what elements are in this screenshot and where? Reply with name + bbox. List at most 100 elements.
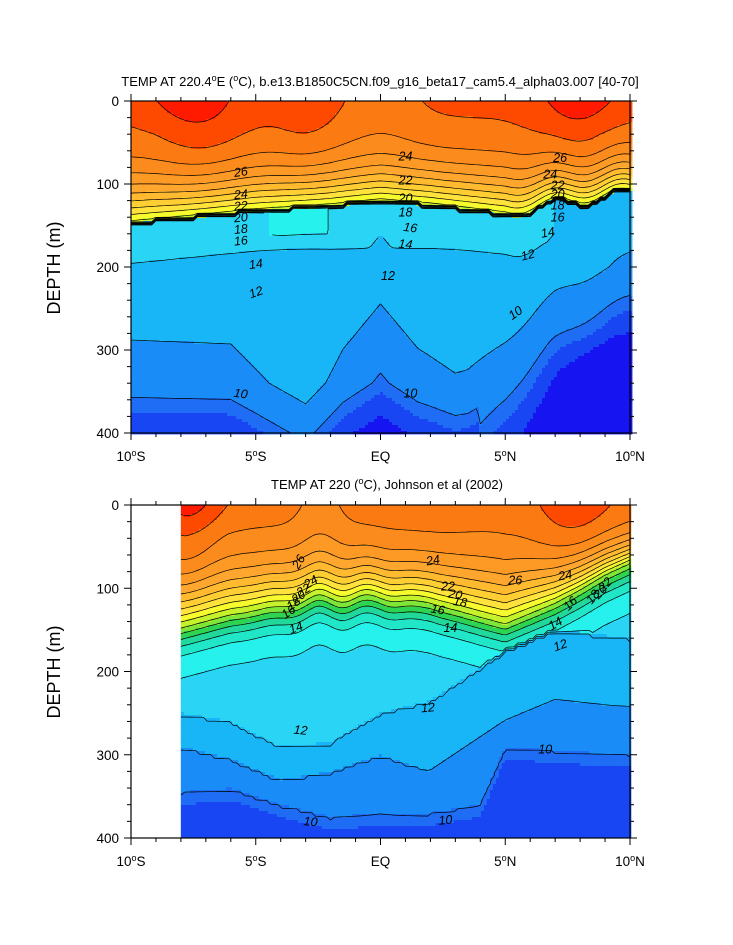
- field-cell: [380, 110, 383, 113]
- field-cell: [278, 155, 281, 158]
- field-cell: [386, 140, 389, 143]
- field-cell: [254, 119, 257, 122]
- field-cell: [143, 107, 146, 110]
- field-cell: [329, 125, 332, 128]
- field-cell: [575, 137, 578, 140]
- field-cell: [371, 104, 374, 107]
- field-cell: [548, 122, 551, 125]
- field-cell: [278, 110, 281, 113]
- field-cell: [233, 152, 236, 155]
- field-cell: [290, 146, 293, 149]
- field-cell: [461, 134, 464, 137]
- field-cell: [365, 143, 368, 146]
- field-cell: [578, 158, 581, 161]
- field-cell: [296, 164, 299, 167]
- field-cell: [473, 146, 476, 149]
- field-cell: [224, 149, 227, 152]
- field-cell: [146, 104, 149, 107]
- field-cell: [437, 125, 440, 128]
- field-cell: [326, 152, 329, 155]
- field-cell: [266, 119, 269, 122]
- field-cell: [224, 146, 227, 149]
- field-cell: [344, 128, 347, 131]
- field-cell: [401, 143, 404, 146]
- field-cell: [134, 149, 137, 152]
- field-cell: [161, 107, 164, 110]
- field-cell: [371, 140, 374, 143]
- field-cell: [431, 119, 434, 122]
- field-cell: [443, 122, 446, 125]
- field-cell: [509, 149, 512, 152]
- field-cell: [485, 110, 488, 113]
- field-cell: [506, 122, 509, 125]
- field-cell: [431, 149, 434, 152]
- field-cell: [617, 113, 620, 116]
- field-cell: [158, 110, 161, 113]
- field-cell: [521, 158, 524, 161]
- field-cell: [494, 107, 497, 110]
- field-cell: [326, 131, 329, 134]
- field-cell: [428, 125, 431, 128]
- field-cell: [602, 116, 605, 119]
- field-cell: [437, 143, 440, 146]
- field-cell: [377, 122, 380, 125]
- field-cell: [344, 125, 347, 128]
- field-cell: [134, 152, 137, 155]
- field-cell: [227, 164, 230, 167]
- field-cell: [488, 113, 491, 116]
- field-cell: [413, 113, 416, 116]
- field-cell: [332, 143, 335, 146]
- field-cell: [605, 134, 608, 137]
- field-cell: [311, 104, 314, 107]
- field-cell: [623, 119, 626, 122]
- field-cell: [464, 131, 467, 134]
- field-cell: [497, 143, 500, 146]
- field-cell: [611, 134, 614, 137]
- field-cell: [245, 113, 248, 116]
- field-cell: [308, 140, 311, 143]
- field-cell: [620, 104, 623, 107]
- field-cell: [212, 119, 215, 122]
- field-cell: [398, 116, 401, 119]
- field-cell: [350, 110, 353, 113]
- field-cell: [167, 164, 170, 167]
- field-cell: [293, 119, 296, 122]
- field-cell: [338, 155, 341, 158]
- field-cell: [284, 110, 287, 113]
- field-cell: [569, 104, 572, 107]
- field-cell: [587, 131, 590, 134]
- field-cell: [242, 128, 245, 131]
- field-cell: [518, 140, 521, 143]
- field-cell: [287, 164, 290, 167]
- field-cell: [449, 131, 452, 134]
- field-cell: [218, 113, 221, 116]
- field-cell: [449, 107, 452, 110]
- field-cell: [557, 143, 560, 146]
- field-cell: [476, 140, 479, 143]
- field-cell: [518, 158, 521, 161]
- field-cell: [581, 143, 584, 146]
- field-cell: [389, 113, 392, 116]
- field-cell: [140, 161, 143, 164]
- field-cell: [251, 110, 254, 113]
- field-cell: [245, 107, 248, 110]
- field-cell: [458, 152, 461, 155]
- field-cell: [479, 149, 482, 152]
- field-cell: [296, 110, 299, 113]
- field-cell: [326, 107, 329, 110]
- field-cell: [419, 146, 422, 149]
- field-cell: [437, 128, 440, 131]
- field-cell: [314, 107, 317, 110]
- field-cell: [329, 164, 332, 167]
- field-cell: [578, 107, 581, 110]
- field-cell: [188, 122, 191, 125]
- field-cell: [296, 137, 299, 140]
- field-cell: [170, 143, 173, 146]
- field-cell: [416, 113, 419, 116]
- field-cell: [452, 140, 455, 143]
- field-cell: [194, 110, 197, 113]
- field-cell: [179, 110, 182, 113]
- field-cell: [323, 143, 326, 146]
- field-cell: [260, 128, 263, 131]
- field-cell: [482, 161, 485, 164]
